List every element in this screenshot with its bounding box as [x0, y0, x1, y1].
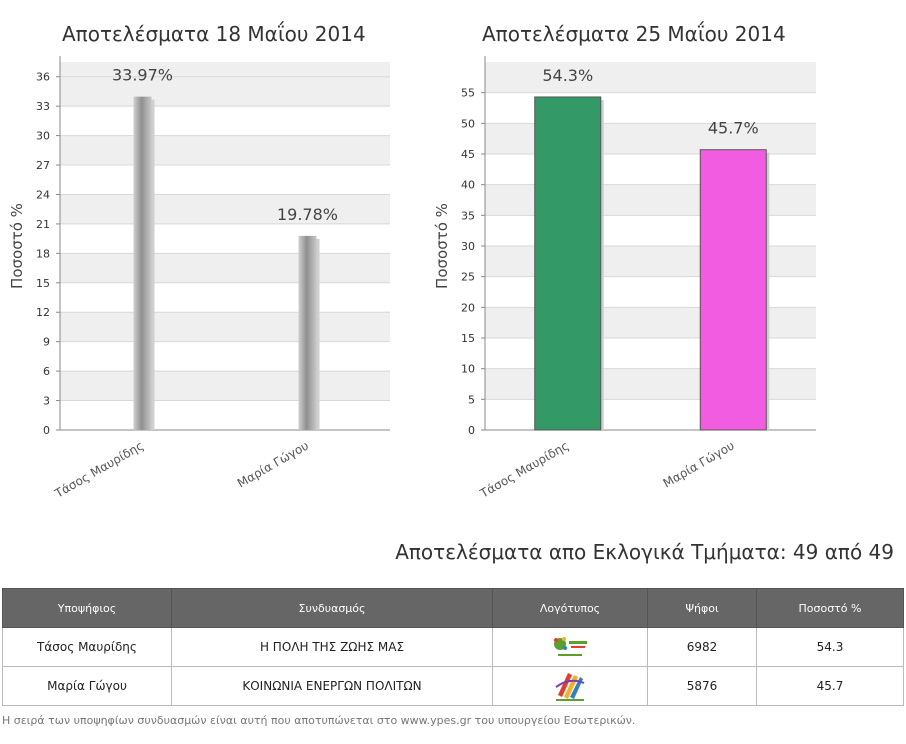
y-tick-label: 15 [36, 277, 50, 290]
candidate-name: Μαρία Γώγου [2, 666, 172, 706]
chart-2: 0 5 10 15 20 25 30 35 40 45 50 55 Ποσοστό % 54.3% Τάσο… [433, 56, 816, 501]
logo-cell [492, 666, 648, 706]
footnote: Η σειρά των υποψηφίων συνδυασμών είναι α… [2, 714, 636, 727]
header-candidate: Υποψήφιος [2, 588, 172, 628]
bar[interactable] [534, 96, 602, 431]
x-tick-label: Τάσος Μαυρίδης [477, 438, 571, 501]
y-tick-label: 33 [36, 100, 50, 113]
y-tick-label: 24 [36, 188, 50, 201]
bar[interactable] [133, 96, 152, 431]
data-label: 33.97% [112, 66, 173, 85]
y-tick-label: 50 [461, 117, 475, 130]
table-header-row: Υποψήφιος Συνδυασμός Λογότυπος Ψήφοι Ποσ… [2, 588, 904, 628]
coalition-name: Η ΠΟΛΗ ΤΗΣ ΖΩΗΣ ΜΑΣ [171, 627, 493, 667]
results-table: Υποψήφιος Συνδυασμός Λογότυπος Ψήφοι Ποσ… [2, 588, 904, 706]
y-axis-title: Ποσοστό % [8, 203, 26, 289]
y-tick-label: 6 [43, 365, 50, 378]
y-tick-label: 35 [461, 209, 475, 222]
y-tick-label: 36 [36, 71, 50, 84]
logo-cell [492, 627, 648, 667]
chart-2-title: Αποτελέσματα 25 Μαΐου 2014 [482, 22, 786, 46]
candidate-name: Τάσος Μαυρίδης [2, 627, 172, 667]
y-tick-label: 27 [36, 159, 50, 172]
grid-band [60, 76, 390, 107]
percent: 54.3 [756, 627, 904, 667]
table-row: Τάσος Μαυρίδης Η ΠΟΛΗ ΤΗΣ ΖΩΗΣ ΜΑΣ 6982 … [2, 627, 904, 667]
y-tick-label: 0 [43, 424, 50, 437]
table-row: Μαρία Γώγου ΚΟΙΝΩΝΙΑ ΕΝΕΡΓΩΝ ΠΟΛΙΤΩΝ 587… [2, 666, 904, 706]
y-tick-label: 5 [468, 393, 475, 406]
coalition-name: ΚΟΙΝΩΝΙΑ ΕΝΕΡΓΩΝ ΠΟΛΙΤΩΝ [171, 666, 493, 706]
coalition-logo-colorful-icon [555, 673, 585, 701]
coalition-logo-green-icon [554, 637, 587, 656]
grid-band [60, 135, 390, 166]
data-label: 19.78% [277, 205, 338, 224]
y-tick-label: 10 [461, 363, 475, 376]
votes: 6982 [647, 627, 757, 667]
bar[interactable] [298, 235, 317, 430]
data-label: 54.3% [542, 66, 593, 85]
y-tick-label: 30 [36, 130, 50, 143]
header-votes: Ψήφοι [647, 588, 757, 628]
y-tick-label: 15 [461, 332, 475, 345]
x-tick-label: Μαρία Γώγου [235, 438, 311, 490]
x-tick-label: Μαρία Γώγου [661, 438, 737, 490]
y-tick-label: 3 [43, 395, 50, 408]
y-axis-title: Ποσοστό % [433, 203, 451, 289]
header-percent: Ποσοστό % [756, 588, 904, 628]
x-tick-label: Τάσος Μαυρίδης [52, 438, 146, 501]
y-tick-label: 30 [461, 240, 475, 253]
grid-band [60, 62, 390, 77]
chart-1-title: Αποτελέσματα 18 Μαΐου 2014 [62, 22, 366, 46]
data-label: 45.7% [708, 119, 759, 138]
y-tick-label: 9 [43, 336, 50, 349]
grid-band [60, 194, 390, 224]
y-tick-label: 55 [461, 87, 475, 100]
y-tick-label: 12 [36, 306, 50, 319]
y-tick-label: 25 [461, 271, 475, 284]
bar[interactable] [699, 149, 767, 431]
grid-band [485, 62, 816, 93]
votes: 5876 [647, 666, 757, 706]
grid-band [60, 253, 390, 283]
y-tick-label: 21 [36, 218, 50, 231]
y-tick-label: 18 [36, 247, 50, 260]
y-tick-label: 45 [461, 148, 475, 161]
results-heading: Αποτελέσματα απο Εκλογικά Τμήματα: 49 απ… [395, 540, 894, 564]
y-tick-label: 40 [461, 179, 475, 192]
y-tick-label: 20 [461, 301, 475, 314]
grid-band [60, 371, 390, 401]
y-tick-label: 0 [468, 424, 475, 437]
header-coalition: Συνδυασμός [171, 588, 493, 628]
header-logo: Λογότυπος [492, 588, 648, 628]
grid-band [60, 312, 390, 342]
percent: 45.7 [756, 666, 904, 706]
